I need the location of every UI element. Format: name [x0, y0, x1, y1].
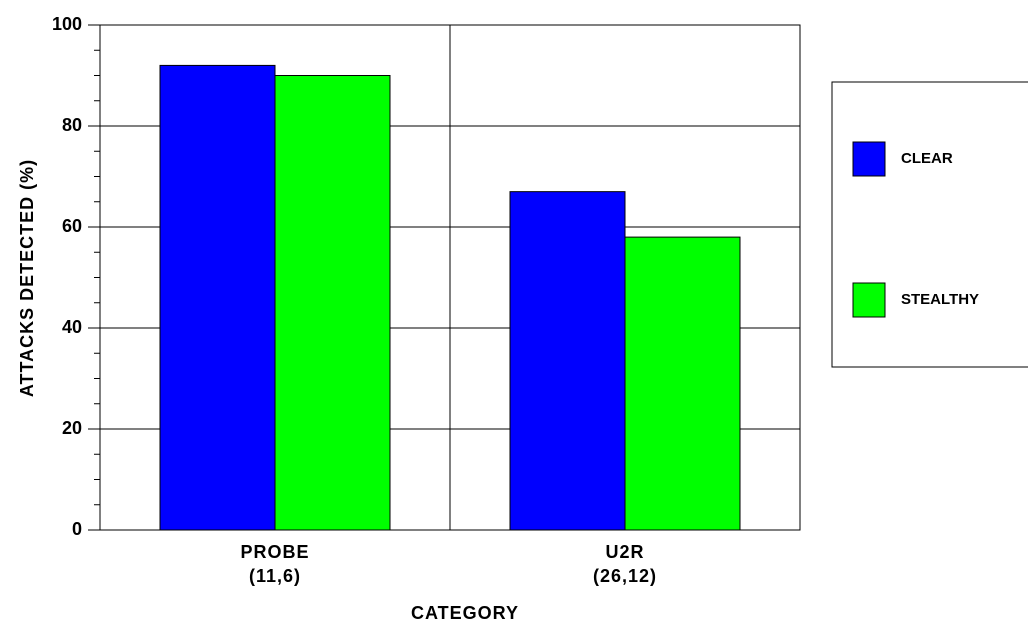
- legend-label: STEALTHY: [901, 291, 979, 308]
- x-tick-label: U2R: [605, 542, 644, 562]
- y-tick-label: 20: [62, 418, 82, 438]
- bar: [509, 191, 626, 531]
- bar: [159, 64, 276, 531]
- legend-swatch: [852, 141, 886, 177]
- y-axis-label: ATTACKS DETECTED (%): [17, 159, 37, 397]
- legend-swatch: [852, 282, 886, 318]
- x-axis-label: CATEGORY: [411, 603, 519, 623]
- legend-label: CLEAR: [901, 150, 953, 167]
- y-tick-label: 0: [72, 519, 82, 539]
- bar: [274, 75, 391, 531]
- x-tick-label: PROBE: [240, 542, 309, 562]
- bar: [624, 236, 741, 531]
- legend-box: [831, 81, 1028, 368]
- x-tick-sublabel: (26,12): [593, 566, 657, 586]
- y-tick-label: 80: [62, 115, 82, 135]
- plot-frame: [99, 24, 801, 531]
- y-tick-label: 100: [52, 14, 82, 34]
- y-tick-label: 60: [62, 216, 82, 236]
- x-tick-sublabel: (11,6): [249, 566, 301, 586]
- y-tick-label: 40: [62, 317, 82, 337]
